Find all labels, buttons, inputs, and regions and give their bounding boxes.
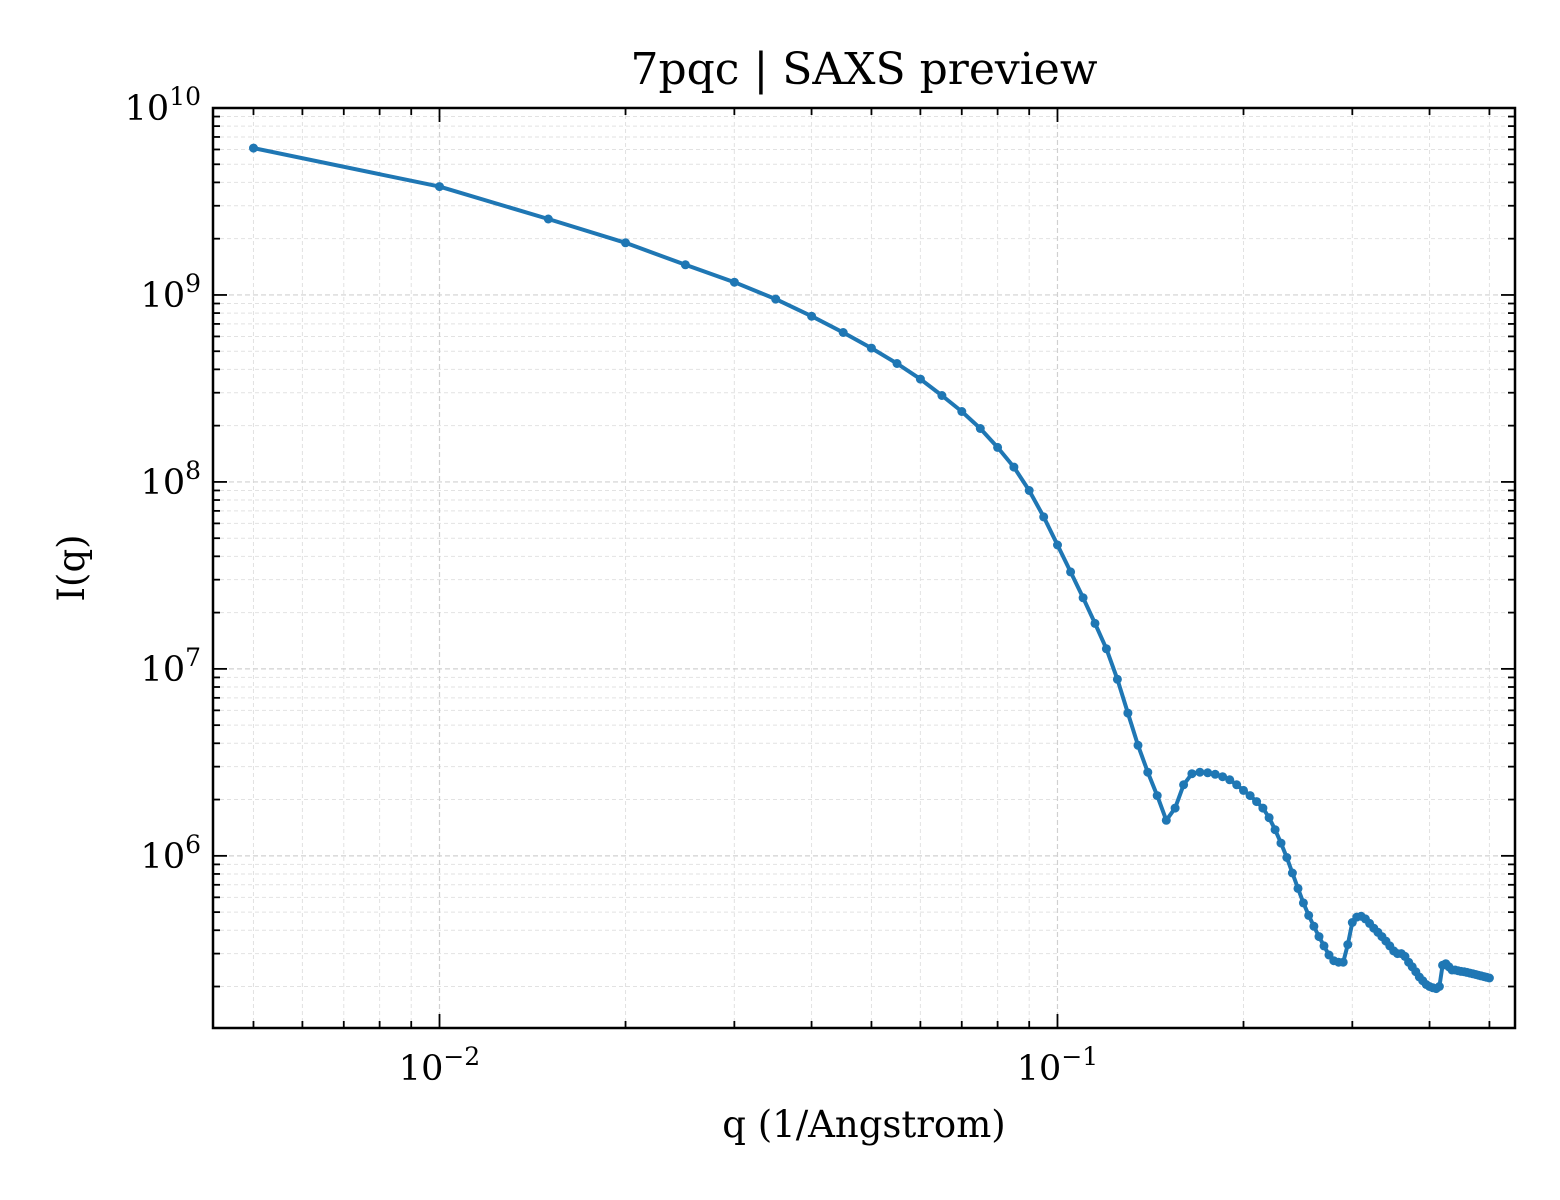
x-tick-label: 10−1: [1017, 1042, 1098, 1089]
data-point: [937, 391, 947, 400]
y-tick-label: 109: [141, 269, 201, 316]
y-tick-label: 108: [141, 456, 201, 503]
data-point: [1009, 462, 1019, 472]
data-point: [1276, 838, 1286, 848]
data-point: [1252, 797, 1262, 807]
data-point: [1210, 769, 1220, 779]
x-tick-label: 10−2: [399, 1042, 480, 1089]
data-point: [1143, 767, 1153, 777]
data-point: [1298, 898, 1308, 908]
data-point: [807, 311, 817, 321]
data-point: [1287, 868, 1297, 878]
series-line: [251, 146, 1492, 991]
data-point: [729, 277, 739, 287]
data-point: [1161, 815, 1171, 825]
data-point: [1239, 785, 1248, 795]
data-point: [838, 328, 848, 337]
y-tick-label: 1010: [125, 82, 201, 129]
grid: [213, 107, 1515, 1028]
data-point: [1270, 825, 1280, 835]
series-saxs-curve: [249, 143, 1494, 994]
data-point: [1304, 910, 1314, 920]
data-point: [957, 407, 967, 416]
data-point: [892, 359, 902, 368]
data-point: [1338, 957, 1348, 967]
y-tick-label: 106: [141, 830, 201, 877]
plot-frame: [211, 106, 1517, 1030]
data-point: [1203, 768, 1213, 778]
data-point: [435, 182, 444, 192]
data-point: [771, 294, 781, 304]
data-point: [1187, 769, 1197, 779]
data-point: [1053, 540, 1062, 550]
data-point: [1434, 982, 1444, 991]
data-point: [915, 374, 925, 384]
data-point: [1232, 780, 1242, 790]
data-point: [1484, 973, 1494, 983]
data-point: [1101, 644, 1111, 654]
data-point: [1024, 486, 1034, 495]
chart-title: 7pqc | SAXS preview: [630, 44, 1097, 95]
data-point: [1133, 740, 1143, 750]
data-point: [1078, 593, 1088, 603]
data-point: [543, 214, 553, 224]
data-point: [1225, 775, 1235, 785]
tick-labels: 10−2 10−1 106 107 108 109 1010: [125, 82, 1099, 1089]
data-point: [1090, 618, 1100, 628]
data-point: [621, 238, 630, 248]
data-point: [1264, 813, 1274, 823]
data-point: [1319, 941, 1329, 951]
data-point: [1309, 921, 1319, 931]
y-tick-label: 107: [141, 643, 201, 690]
data-point: [1282, 853, 1292, 862]
data-point: [1152, 791, 1162, 801]
data-point: [1123, 708, 1133, 718]
axis-ticks: [213, 107, 1515, 1028]
y-axis-label: I(q): [50, 534, 93, 601]
data-point: [1039, 512, 1049, 522]
data-point: [680, 260, 690, 270]
data-point: [249, 143, 258, 153]
data-point: [1195, 767, 1205, 777]
data-point: [1343, 940, 1353, 950]
data-point: [1179, 780, 1189, 790]
data-point: [1170, 803, 1180, 813]
data-point: [1218, 772, 1228, 782]
data-point: [1066, 567, 1076, 577]
data-point: [866, 343, 876, 353]
data-point: [1258, 803, 1268, 813]
data-point: [1245, 791, 1255, 801]
data-point: [1293, 883, 1303, 893]
data-point: [1112, 674, 1122, 684]
x-axis-label: q (1/Angstrom): [722, 1103, 1005, 1146]
data-point: [993, 442, 1003, 452]
data-point: [1314, 932, 1324, 942]
data-point: [975, 424, 985, 433]
